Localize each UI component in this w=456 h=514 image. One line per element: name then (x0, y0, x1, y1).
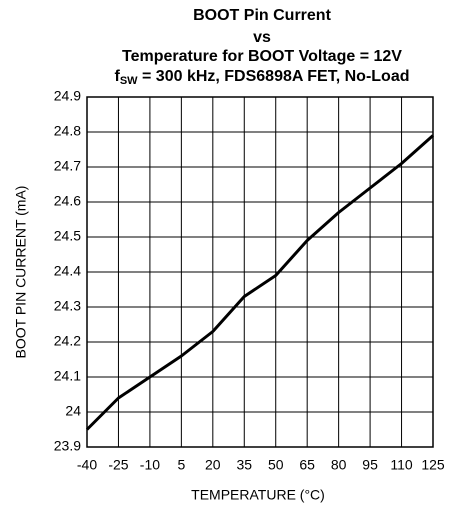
x-tick-label: 125 (421, 457, 445, 473)
y-tick-label: 24 (65, 403, 81, 419)
x-tick-label: 65 (299, 457, 315, 473)
y-tick-label: 24.9 (54, 88, 81, 104)
x-axis-label: TEMPERATURE (°C) (191, 487, 325, 503)
x-tick-label: 80 (331, 457, 347, 473)
plot-frame (86, 96, 434, 448)
y-tick-label: 24.3 (54, 298, 81, 314)
subtitle-part: f (115, 68, 121, 85)
x-tick-label: 35 (236, 457, 252, 473)
y-tick-label: 24.5 (54, 228, 81, 244)
y-tick-label: 24.6 (54, 193, 81, 209)
x-tick-label: 50 (268, 457, 284, 473)
chart-title: vs (253, 29, 271, 46)
chart-title: BOOT Pin Current (193, 7, 331, 24)
data-line (85, 134, 434, 431)
y-axis-label: BOOT PIN CURRENT (mA) (13, 186, 29, 359)
y-tick-label: 24.4 (54, 263, 81, 279)
y-tick-label: 24.1 (54, 368, 81, 384)
chart-title: Temperature for BOOT Voltage = 12V (122, 48, 402, 65)
x-tick-label: 20 (205, 457, 221, 473)
x-tick-label: -40 (77, 457, 97, 473)
chart-subtitle: fSW = 300 kHz, FDS6898A FET, No-Load (115, 68, 410, 87)
subtitle-part: SW (120, 75, 138, 87)
x-tick-label: -25 (108, 457, 128, 473)
x-tick-label: 5 (177, 457, 185, 473)
y-tick-label: 24.7 (54, 158, 81, 174)
x-tick-label: -10 (140, 457, 160, 473)
x-tick-label: 95 (362, 457, 378, 473)
y-tick-label: 24.2 (54, 333, 81, 349)
x-tick-label: 110 (390, 457, 413, 473)
y-tick-label: 23.9 (54, 438, 81, 454)
y-tick-label: 24.8 (54, 123, 81, 139)
subtitle-part: = 300 kHz, FDS6898A FET, No-Load (138, 68, 410, 85)
